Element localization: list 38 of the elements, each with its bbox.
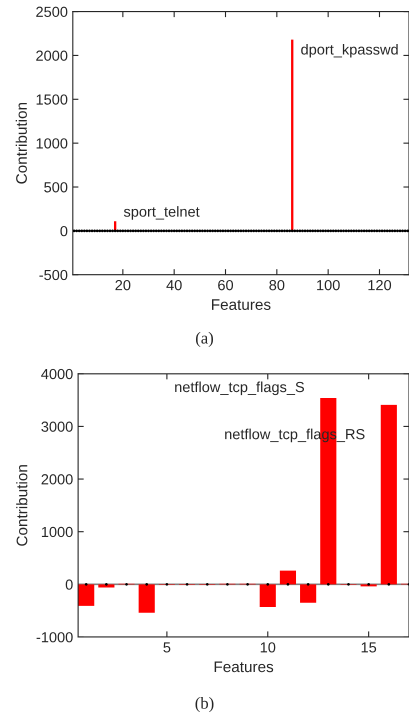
x-tick-label: 10 [260,642,276,653]
y-tick-label: 1500 [36,94,68,105]
annotation: sport_telnet [124,206,200,220]
y-tick-label: 4000 [41,368,73,380]
annotation: netflow_tcp_flags_S [175,381,304,396]
y-tick-label: 3000 [41,422,73,432]
annotation: dport_kpasswd [301,44,398,58]
y-tick-label: 1000 [36,138,68,149]
x-tick-label: 60 [218,280,234,290]
y-tick-label: 2000 [42,474,73,484]
text: (a) [196,332,214,348]
x-axis-title: Features [212,299,270,310]
bar [98,584,114,588]
x-axis-title: Features [214,662,274,672]
bar [260,584,276,607]
x-tick-label: 20 [115,280,130,290]
y-tick-label: 2000 [36,50,68,61]
y-axis-title: Contribution [16,102,27,184]
bar [300,584,316,603]
x-tick-label: 40 [166,280,182,290]
y-tick-label: 0 [60,226,68,236]
x-tick-label: 15 [362,642,376,653]
bar [380,404,397,584]
bar [78,584,94,606]
y-tick-label: -1000 [36,632,73,642]
y-tick-label: 500 [44,182,68,192]
y-tick-label: -500 [39,270,68,280]
text: (b) [196,697,214,712]
y-axis-title: Contribution [16,465,28,546]
bar [138,584,155,613]
y-tick-label: 0 [66,579,73,590]
x-tick-label: 5 [163,642,170,653]
x-tick-label: 120 [368,280,392,290]
y-tick-label: 1000 [42,526,73,538]
y-tick-label: 2500 [36,6,68,17]
x-tick-label: 100 [317,280,340,290]
bar [280,570,296,584]
x-tick-label: 80 [269,280,284,290]
